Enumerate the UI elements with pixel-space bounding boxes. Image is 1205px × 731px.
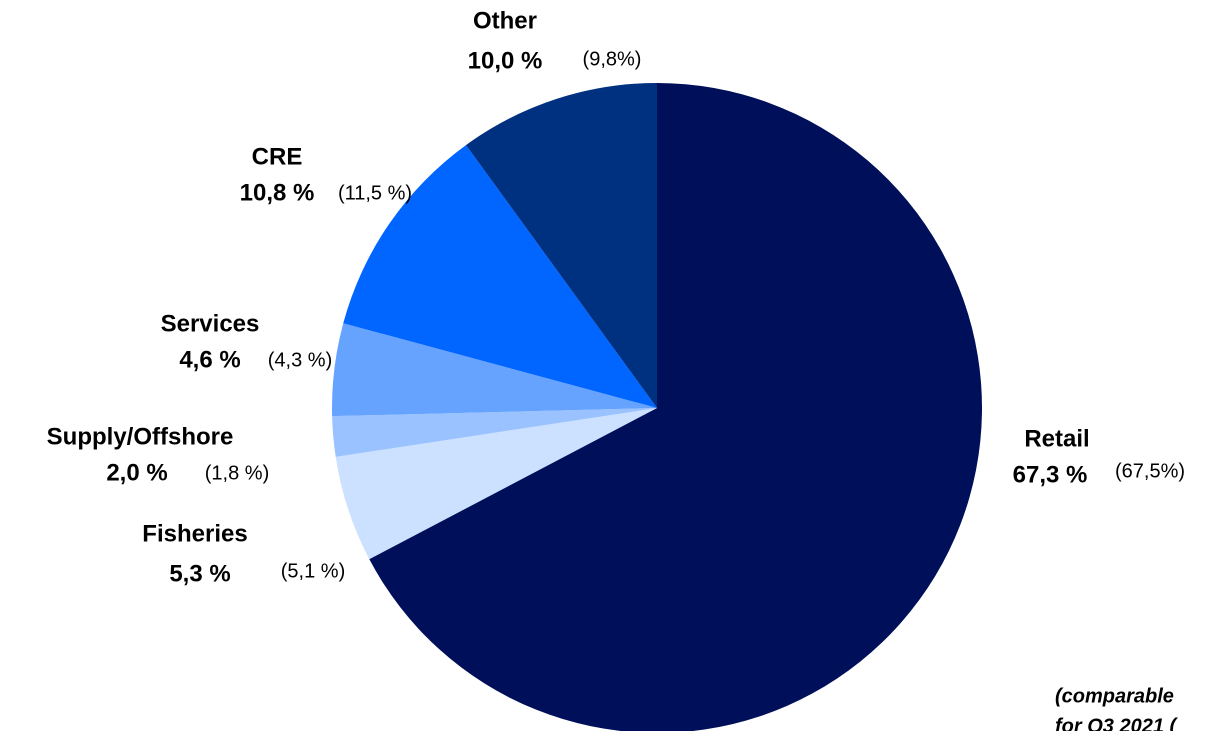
pie-slice (335, 408, 657, 560)
note: for Q3 2021 ( (1055, 715, 1179, 731)
pie-slice (369, 83, 982, 731)
slice-value: 67,3 % (1013, 461, 1088, 488)
slice-value: 10,8 % (240, 179, 315, 206)
slice-name: Supply/Offshore (47, 423, 234, 450)
slice-name: Fisheries (142, 520, 247, 547)
comparable-value: (67,5%) (1115, 460, 1185, 482)
pie-slice (331, 323, 657, 417)
note: (comparable (1055, 685, 1174, 707)
slice-name: Retail (1024, 425, 1089, 452)
slice-value: 2,0 % (106, 459, 167, 486)
slice-value: 10,0 % (468, 47, 543, 74)
pie-slice (332, 408, 657, 457)
slice-name: Other (473, 7, 537, 34)
pie-slice (465, 83, 657, 408)
slice-value: 4,6 % (179, 346, 240, 373)
slice-name: CRE (252, 143, 303, 170)
comparable-value: (9,8%) (583, 48, 642, 70)
comparable-value: (11,5 %) (338, 182, 412, 204)
pie-slice (343, 145, 657, 409)
comparable-value: (4,3 %) (268, 349, 332, 371)
comparable-value: (1,8 %) (205, 462, 269, 484)
comparable-value: (5,1 %) (281, 560, 345, 582)
slice-value: 5,3 % (169, 560, 230, 587)
slice-name: Services (161, 310, 260, 337)
